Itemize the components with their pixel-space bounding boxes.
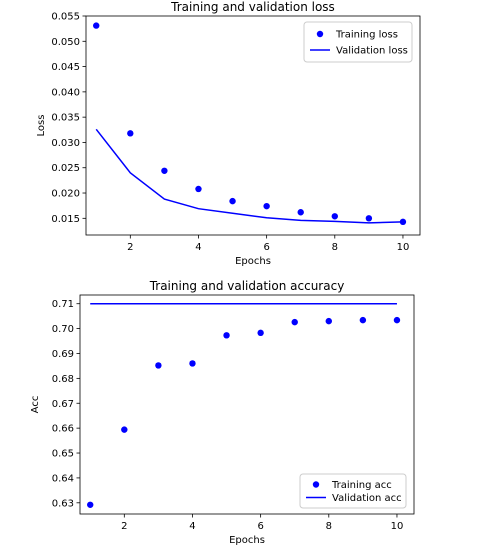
plot-frame [79, 294, 415, 515]
y-tick-label: 0.64 [52, 473, 74, 484]
y-tick-label: 0.69 [52, 349, 74, 360]
y-axis-label: Loss [36, 115, 47, 137]
x-tick-label: 4 [189, 521, 195, 532]
y-tick-label: 0.015 [51, 214, 80, 225]
legend-swatch-point [316, 30, 324, 38]
data-point [263, 202, 270, 210]
series-line-1 [95, 128, 403, 224]
data-point [161, 167, 168, 174]
data-point [393, 316, 401, 324]
data-point [325, 317, 332, 325]
data-point [87, 501, 94, 508]
y-tick-label: 0.040 [51, 87, 80, 98]
data-point [195, 185, 202, 193]
x-tick-label: 6 [263, 242, 269, 253]
x-tick-label: 4 [195, 242, 201, 253]
y-tick-label: 0.67 [52, 399, 74, 410]
data-point [331, 213, 338, 220]
legend-box [303, 21, 413, 63]
y-tick-label: 0.68 [52, 374, 74, 385]
legend-label: Training loss [335, 30, 398, 41]
data-point [121, 426, 128, 433]
data-point [223, 332, 230, 339]
x-axis-label: Epochs [229, 535, 265, 546]
legend-box [299, 473, 407, 509]
y-axis-label: Acc [30, 396, 41, 414]
data-point [257, 329, 264, 337]
legend-label: Validation loss [336, 46, 408, 57]
data-point [365, 215, 373, 222]
y-tick-label: 0.055 [51, 12, 80, 23]
x-tick-label: 10 [391, 521, 404, 532]
data-point [93, 22, 100, 29]
legend-label: Training acc [331, 480, 392, 491]
y-tick-label: 0.025 [51, 163, 80, 174]
data-point [127, 130, 134, 137]
chart-title: Training and validation loss [170, 0, 335, 14]
y-tick-label: 0.63 [52, 498, 74, 509]
x-tick-label: 8 [332, 242, 338, 253]
data-point [189, 360, 196, 367]
y-tick-label: 0.66 [52, 424, 74, 435]
y-tick-label: 0.050 [51, 37, 80, 48]
x-tick-label: 2 [127, 242, 133, 253]
x-tick-label: 10 [397, 242, 410, 253]
data-point [297, 209, 304, 216]
legend-label: Validation acc [332, 493, 402, 504]
x-tick-label: 8 [326, 521, 332, 532]
plot-frame [85, 15, 421, 236]
x-tick-label: 6 [257, 521, 263, 532]
x-axis-label: Epochs [235, 256, 271, 267]
y-tick-label: 0.020 [51, 189, 80, 200]
legend-swatch-point [312, 481, 320, 488]
data-point [155, 362, 162, 369]
x-tick-label: 2 [121, 521, 127, 532]
y-tick-label: 0.045 [51, 62, 80, 73]
y-tick-label: 0.65 [52, 449, 74, 460]
y-tick-label: 0.71 [52, 299, 74, 310]
y-tick-label: 0.70 [52, 324, 74, 335]
y-tick-label: 0.030 [51, 138, 80, 149]
data-point [291, 318, 298, 326]
y-tick-label: 0.035 [51, 113, 80, 124]
data-point [359, 316, 367, 324]
chart-title: Training and validation accuracy [149, 279, 345, 293]
data-point [229, 197, 236, 205]
